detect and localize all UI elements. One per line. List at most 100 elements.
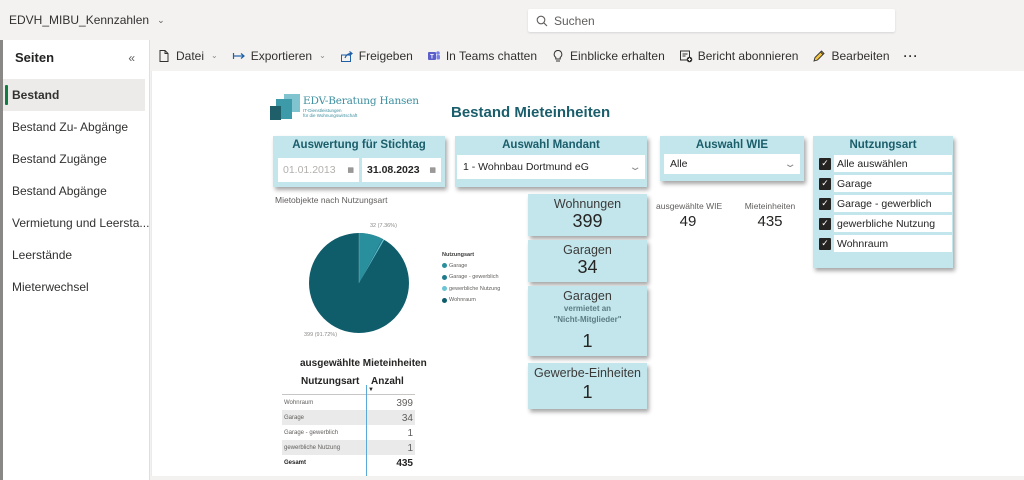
- double-chevron-left-icon[interactable]: «: [128, 50, 135, 65]
- sidebar-title: Seiten: [15, 50, 55, 65]
- kpi-value: 1: [582, 331, 593, 351]
- kpi-value: 399: [572, 211, 603, 231]
- pie-slice-garage-gewerblich[interactable]: [359, 238, 384, 283]
- legend-dot-icon: [442, 274, 447, 280]
- legend-dot-icon: [442, 263, 447, 269]
- table-row: Garage 34: [282, 410, 415, 425]
- date-from-value: 01.01.2013: [283, 164, 336, 176]
- nutzungsart-slicer: Nutzungsart ✓ Alle auswählen ✓ Garage ✓ …: [813, 136, 953, 268]
- file-menu-button[interactable]: Datei ⌄: [157, 49, 218, 63]
- sidebar-item-bestand-zu-abgaenge[interactable]: Bestand Zu- Abgänge: [3, 111, 149, 143]
- mandant-value: 1 - Wohnbau Dortmund eG: [463, 161, 589, 173]
- mandant-title: Auswahl Mandant: [502, 139, 600, 151]
- sidebar-item-mieterwechsel[interactable]: Mieterwechsel: [3, 271, 149, 303]
- kpi-sublabel: "Nicht-Mitglieder": [553, 315, 622, 324]
- teams-icon: T: [427, 50, 440, 60]
- sidebar-item-leerstaende[interactable]: Leerstände: [3, 239, 149, 271]
- export-label: Exportieren: [250, 48, 313, 63]
- pie-slice-garage[interactable]: [359, 233, 383, 283]
- logo-square-icon: [270, 106, 281, 120]
- calendar-icon[interactable]: ▦: [429, 167, 436, 174]
- sidebar-item-label: Bestand Zugänge: [12, 152, 107, 166]
- share-icon: [340, 50, 353, 62]
- wie-value: Alle: [670, 158, 688, 170]
- bottom-bar: [151, 476, 1024, 480]
- pie-data-label-garage: 32 (7.36%): [370, 223, 397, 229]
- chevron-down-icon: ⌄: [628, 161, 642, 173]
- wie-title: Auswahl WIE: [695, 139, 769, 151]
- table-row: Garage - gewerblich 1: [284, 427, 413, 439]
- legend-item-gewerbliche-nutzung[interactable]: gewerbliche Nutzung: [442, 283, 500, 295]
- checkbox-garage-gewerblich[interactable]: ✓ Garage - gewerblich: [819, 195, 952, 212]
- kpi-value: 435: [757, 213, 783, 230]
- subscribe-button[interactable]: Bericht abonnieren: [679, 49, 798, 63]
- logo-name: EDV-Beratung Hansen: [303, 95, 419, 107]
- kpi-label: Mieteinheiten: [744, 201, 796, 211]
- nutzungsart-title: Nutzungsart: [849, 139, 917, 151]
- legend-item-wohnraum[interactable]: Wohnraum: [442, 295, 500, 307]
- pie-chart[interactable]: [307, 231, 411, 340]
- search-input[interactable]: Suchen: [528, 9, 895, 32]
- more-options-button[interactable]: ···: [904, 49, 919, 63]
- checkbox-checked-icon[interactable]: ✓: [819, 197, 831, 210]
- wie-dropdown[interactable]: Alle ⌄: [664, 154, 800, 174]
- pie-slice-gewerbliche-nutzung[interactable]: [359, 239, 385, 283]
- chevron-down-icon: ⌄: [157, 14, 165, 25]
- document-icon: [159, 49, 169, 62]
- date-from-input[interactable]: 01.01.2013 ▦: [278, 158, 359, 182]
- pie-chart-svg: [309, 233, 409, 333]
- checkbox-checked-icon[interactable]: ✓: [819, 237, 831, 250]
- calendar-icon[interactable]: ▦: [347, 167, 354, 174]
- checkbox-label: Garage: [834, 175, 952, 192]
- subscribe-icon: [679, 50, 693, 62]
- kpi-card-wohnungen: Wohnungen 399: [528, 194, 647, 236]
- teams-chat-button[interactable]: T In Teams chatten: [427, 49, 537, 63]
- chevron-down-icon: ⌄: [211, 51, 218, 60]
- checkbox-garage[interactable]: ✓ Garage: [819, 175, 952, 192]
- edit-button[interactable]: Bearbeiten: [812, 48, 890, 63]
- sidebar-item-bestand-abgaenge[interactable]: Bestand Abgänge: [3, 175, 149, 207]
- insights-label: Einblicke erhalten: [570, 48, 665, 63]
- sidebar-item-vermietung-leerstand[interactable]: Vermietung und Leersta...: [3, 207, 149, 239]
- insights-button[interactable]: Einblicke erhalten: [551, 49, 665, 63]
- checkbox-wohnraum[interactable]: ✓ Wohnraum: [819, 235, 952, 252]
- table-header: Nutzungsart Anzahl ▼: [282, 373, 415, 393]
- date-to-input[interactable]: 31.08.2023 ▦: [362, 158, 441, 182]
- legend-item-garage[interactable]: Garage: [442, 260, 500, 272]
- sidebar-item-label: Mieterwechsel: [12, 280, 89, 294]
- checkbox-alle-auswaehlen[interactable]: ✓ Alle auswählen: [819, 155, 952, 172]
- teams-chat-label: In Teams chatten: [445, 48, 538, 63]
- mandant-dropdown[interactable]: 1 - Wohnbau Dortmund eG ⌄: [457, 155, 645, 179]
- column-header-anzahl[interactable]: Anzahl ▼: [365, 376, 415, 393]
- top-bar: EDVH_MIBU_Kennzahlen ⌄ Suchen: [0, 0, 1024, 40]
- checkbox-checked-icon[interactable]: ✓: [819, 217, 831, 230]
- app-title-menu[interactable]: EDVH_MIBU_Kennzahlen ⌄: [9, 13, 165, 27]
- kpi-card-garagen-nicht-mitglieder: Garagen vermietet an "Nicht-Mitglieder" …: [528, 286, 647, 356]
- column-header-nutzungsart[interactable]: Nutzungsart: [301, 376, 360, 387]
- checkbox-checked-icon[interactable]: ✓: [819, 157, 831, 170]
- column-divider: [366, 385, 367, 477]
- sidebar-item-bestand-zugaenge[interactable]: Bestand Zugänge: [3, 143, 149, 175]
- table-row: Wohnraum 399: [284, 397, 413, 409]
- sort-descending-icon: ▼: [368, 387, 374, 393]
- table-title: ausgewählte Mieteinheiten: [300, 358, 427, 369]
- sidebar-item-bestand[interactable]: Bestand: [3, 79, 145, 111]
- pencil-icon: [813, 49, 826, 62]
- report-toolbar: Datei ⌄ Exportieren ⌄ Freigeben T In Tea…: [151, 40, 1024, 71]
- checkbox-gewerbliche-nutzung[interactable]: ✓ gewerbliche Nutzung: [819, 215, 952, 232]
- edit-label: Bearbeiten: [831, 48, 890, 63]
- mandant-slicer: Auswahl Mandant 1 - Wohnbau Dortmund eG …: [455, 136, 647, 187]
- kpi-label: Gewerbe-Einheiten: [533, 366, 641, 380]
- chevron-down-icon: ⌄: [783, 158, 797, 170]
- svg-text:T: T: [430, 54, 434, 60]
- export-menu-button[interactable]: Exportieren ⌄: [232, 49, 326, 63]
- sidebar-item-label: Bestand Zu- Abgänge: [12, 120, 129, 134]
- kpi-label: Garagen: [563, 243, 612, 257]
- kpi-label: Wohnungen: [553, 197, 622, 211]
- checkbox-checked-icon[interactable]: ✓: [819, 177, 831, 190]
- divider: [282, 394, 415, 395]
- export-arrow-icon: [232, 52, 245, 59]
- kpi-mieteinheiten: Mieteinheiten 435: [738, 201, 802, 230]
- legend-item-garage-gewerblich[interactable]: Garage - gewerblich: [442, 272, 500, 284]
- share-button[interactable]: Freigeben: [340, 49, 413, 63]
